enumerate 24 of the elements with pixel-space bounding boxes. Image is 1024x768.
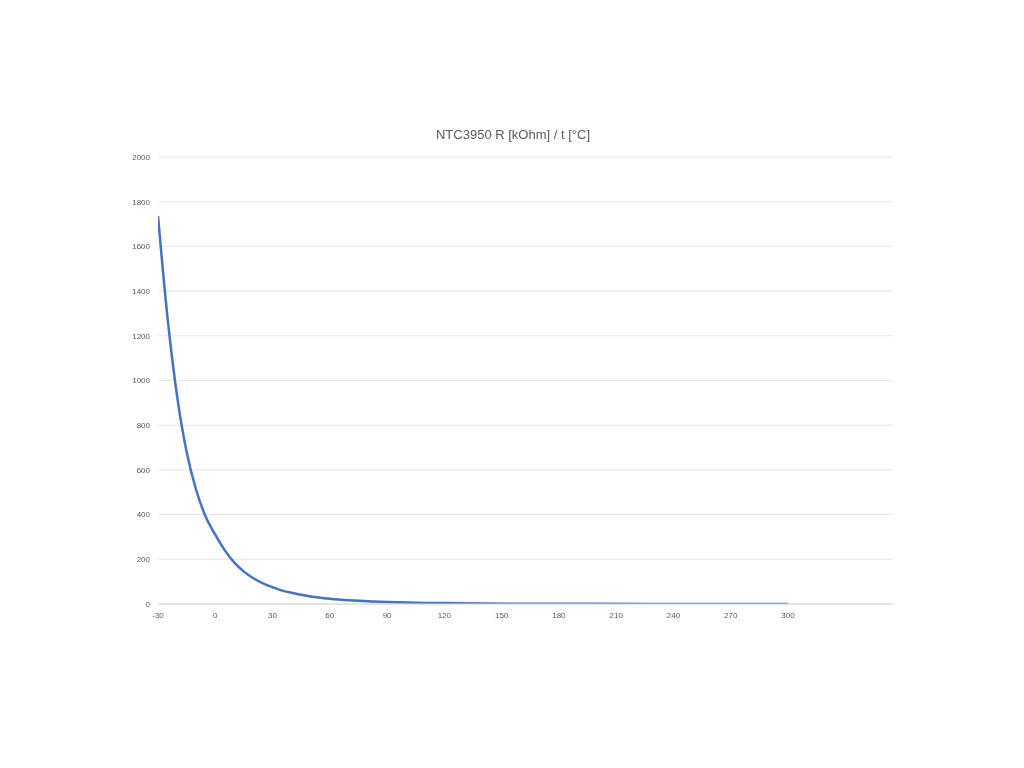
y-tick-label: 1400 (132, 286, 151, 296)
x-tick-label: 300 (781, 610, 796, 620)
x-tick-label: 0 (213, 610, 219, 620)
y-tick-label: 1000 (132, 376, 151, 386)
x-tick-label: 210 (609, 610, 624, 620)
chart-title: NTC3950 R [kOhm] / t [°C] (435, 126, 591, 144)
x-tick-label: 30 (268, 610, 278, 620)
y-tick-label: 2000 (132, 152, 151, 162)
x-tick-label: 90 (382, 610, 393, 620)
x-tick-label: 270 (724, 610, 738, 620)
y-tick-label: 1600 (132, 242, 151, 252)
y-tick-label: 800 (136, 421, 151, 431)
x-tick-label: 240 (666, 610, 681, 620)
x-tick-label: 150 (494, 610, 509, 620)
x-tick-label: 60 (325, 610, 335, 620)
x-tick-label: 120 (437, 610, 452, 620)
x-tick-label: 180 (552, 610, 567, 620)
x-tick-label: -30 (152, 610, 165, 620)
y-tick-label: 1800 (132, 197, 151, 207)
y-tick-label: 600 (136, 465, 151, 475)
y-tick-label: 0 (145, 599, 151, 609)
y-tick-label: 1200 (132, 331, 151, 341)
y-tick-label: 200 (136, 555, 151, 565)
y-tick-label: 400 (136, 510, 151, 520)
